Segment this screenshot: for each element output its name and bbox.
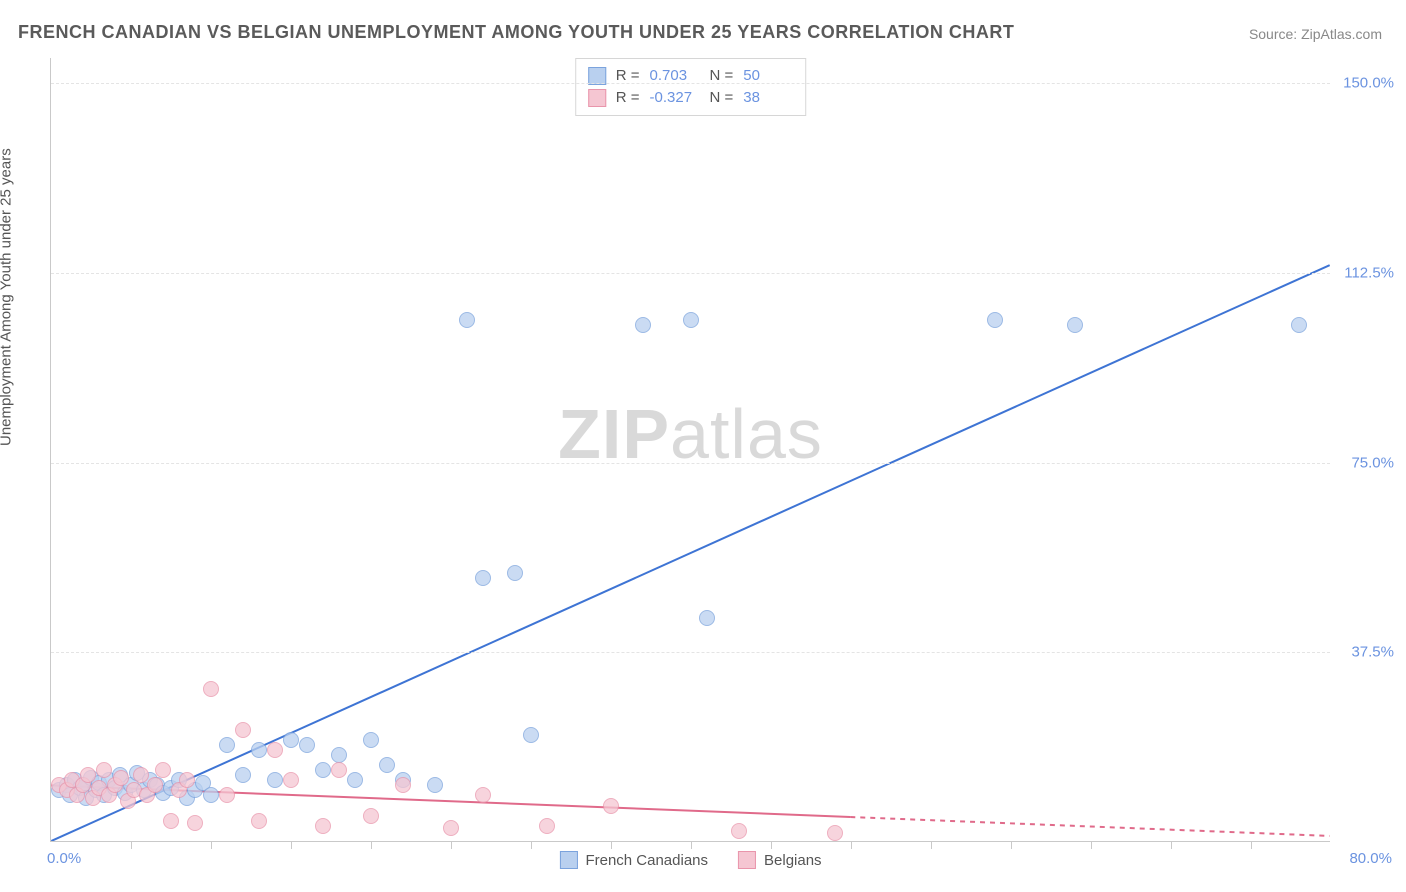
data-point — [203, 787, 219, 803]
data-point — [987, 312, 1003, 328]
legend-label: Belgians — [764, 852, 822, 869]
gridline-h — [51, 463, 1330, 464]
data-point — [347, 772, 363, 788]
data-point — [283, 772, 299, 788]
x-minor-tick — [291, 841, 292, 849]
data-point — [219, 787, 235, 803]
correlation-stats-box: R =0.703N =50R =-0.327N =38 — [575, 58, 807, 116]
regression-line — [51, 265, 1329, 841]
x-minor-tick — [771, 841, 772, 849]
plot-area: ZIPatlas R =0.703N =50R =-0.327N =38 Fre… — [50, 58, 1330, 842]
legend-item: French Canadians — [559, 851, 708, 869]
x-minor-tick — [1251, 841, 1252, 849]
x-minor-tick — [1171, 841, 1172, 849]
data-point — [699, 610, 715, 626]
data-point — [475, 570, 491, 586]
data-point — [203, 681, 219, 697]
data-point — [475, 787, 491, 803]
data-point — [731, 823, 747, 839]
stat-r-label: R = — [616, 87, 640, 109]
x-minor-tick — [131, 841, 132, 849]
legend-label: French Canadians — [585, 852, 708, 869]
gridline-h — [51, 652, 1330, 653]
x-minor-tick — [371, 841, 372, 849]
data-point — [363, 732, 379, 748]
data-point — [443, 820, 459, 836]
data-point — [96, 762, 112, 778]
data-point — [363, 808, 379, 824]
gridline-h — [51, 273, 1330, 274]
data-point — [267, 772, 283, 788]
data-point — [155, 762, 171, 778]
x-axis-min-label: 0.0% — [47, 850, 81, 867]
data-point — [133, 767, 149, 783]
y-tick-label: 37.5% — [1334, 644, 1394, 661]
stat-n-value: 38 — [743, 87, 793, 109]
data-point — [267, 742, 283, 758]
x-minor-tick — [211, 841, 212, 849]
y-tick-label: 112.5% — [1334, 264, 1394, 281]
legend-item: Belgians — [738, 851, 822, 869]
series-swatch — [588, 89, 606, 107]
data-point — [179, 772, 195, 788]
data-point — [187, 815, 203, 831]
legend-swatch — [559, 851, 577, 869]
data-point — [283, 732, 299, 748]
data-point — [603, 798, 619, 814]
data-point — [1067, 317, 1083, 333]
data-point — [315, 818, 331, 834]
x-minor-tick — [611, 841, 612, 849]
data-point — [331, 762, 347, 778]
x-minor-tick — [531, 841, 532, 849]
data-point — [315, 762, 331, 778]
x-minor-tick — [451, 841, 452, 849]
data-point — [163, 813, 179, 829]
data-point — [635, 317, 651, 333]
data-point — [331, 747, 347, 763]
x-minor-tick — [931, 841, 932, 849]
stat-n-label: N = — [710, 87, 734, 109]
data-point — [523, 727, 539, 743]
data-point — [235, 722, 251, 738]
regression-line — [850, 817, 1329, 836]
data-point — [147, 777, 163, 793]
y-axis-label: Unemployment Among Youth under 25 years — [0, 148, 15, 446]
y-tick-label: 75.0% — [1334, 454, 1394, 471]
data-point — [299, 737, 315, 753]
data-point — [235, 767, 251, 783]
x-axis-max-label: 80.0% — [1332, 850, 1392, 867]
data-point — [1291, 317, 1307, 333]
data-point — [427, 777, 443, 793]
data-point — [379, 757, 395, 773]
data-point — [251, 742, 267, 758]
stat-r-value: -0.327 — [650, 87, 700, 109]
data-point — [683, 312, 699, 328]
legend: French Canadians Belgians — [559, 851, 821, 869]
data-point — [113, 770, 129, 786]
x-minor-tick — [1011, 841, 1012, 849]
y-tick-label: 150.0% — [1334, 75, 1394, 92]
data-point — [539, 818, 555, 834]
data-point — [507, 565, 523, 581]
data-point — [219, 737, 235, 753]
x-minor-tick — [691, 841, 692, 849]
x-minor-tick — [1091, 841, 1092, 849]
legend-swatch — [738, 851, 756, 869]
x-minor-tick — [851, 841, 852, 849]
source-attribution: Source: ZipAtlas.com — [1249, 26, 1382, 42]
chart-title: FRENCH CANADIAN VS BELGIAN UNEMPLOYMENT … — [18, 22, 1014, 43]
data-point — [459, 312, 475, 328]
data-point — [251, 813, 267, 829]
gridline-h — [51, 83, 1330, 84]
data-point — [827, 825, 843, 841]
stats-row: R = -0.327 N = 38 — [588, 87, 794, 109]
data-point — [395, 777, 411, 793]
